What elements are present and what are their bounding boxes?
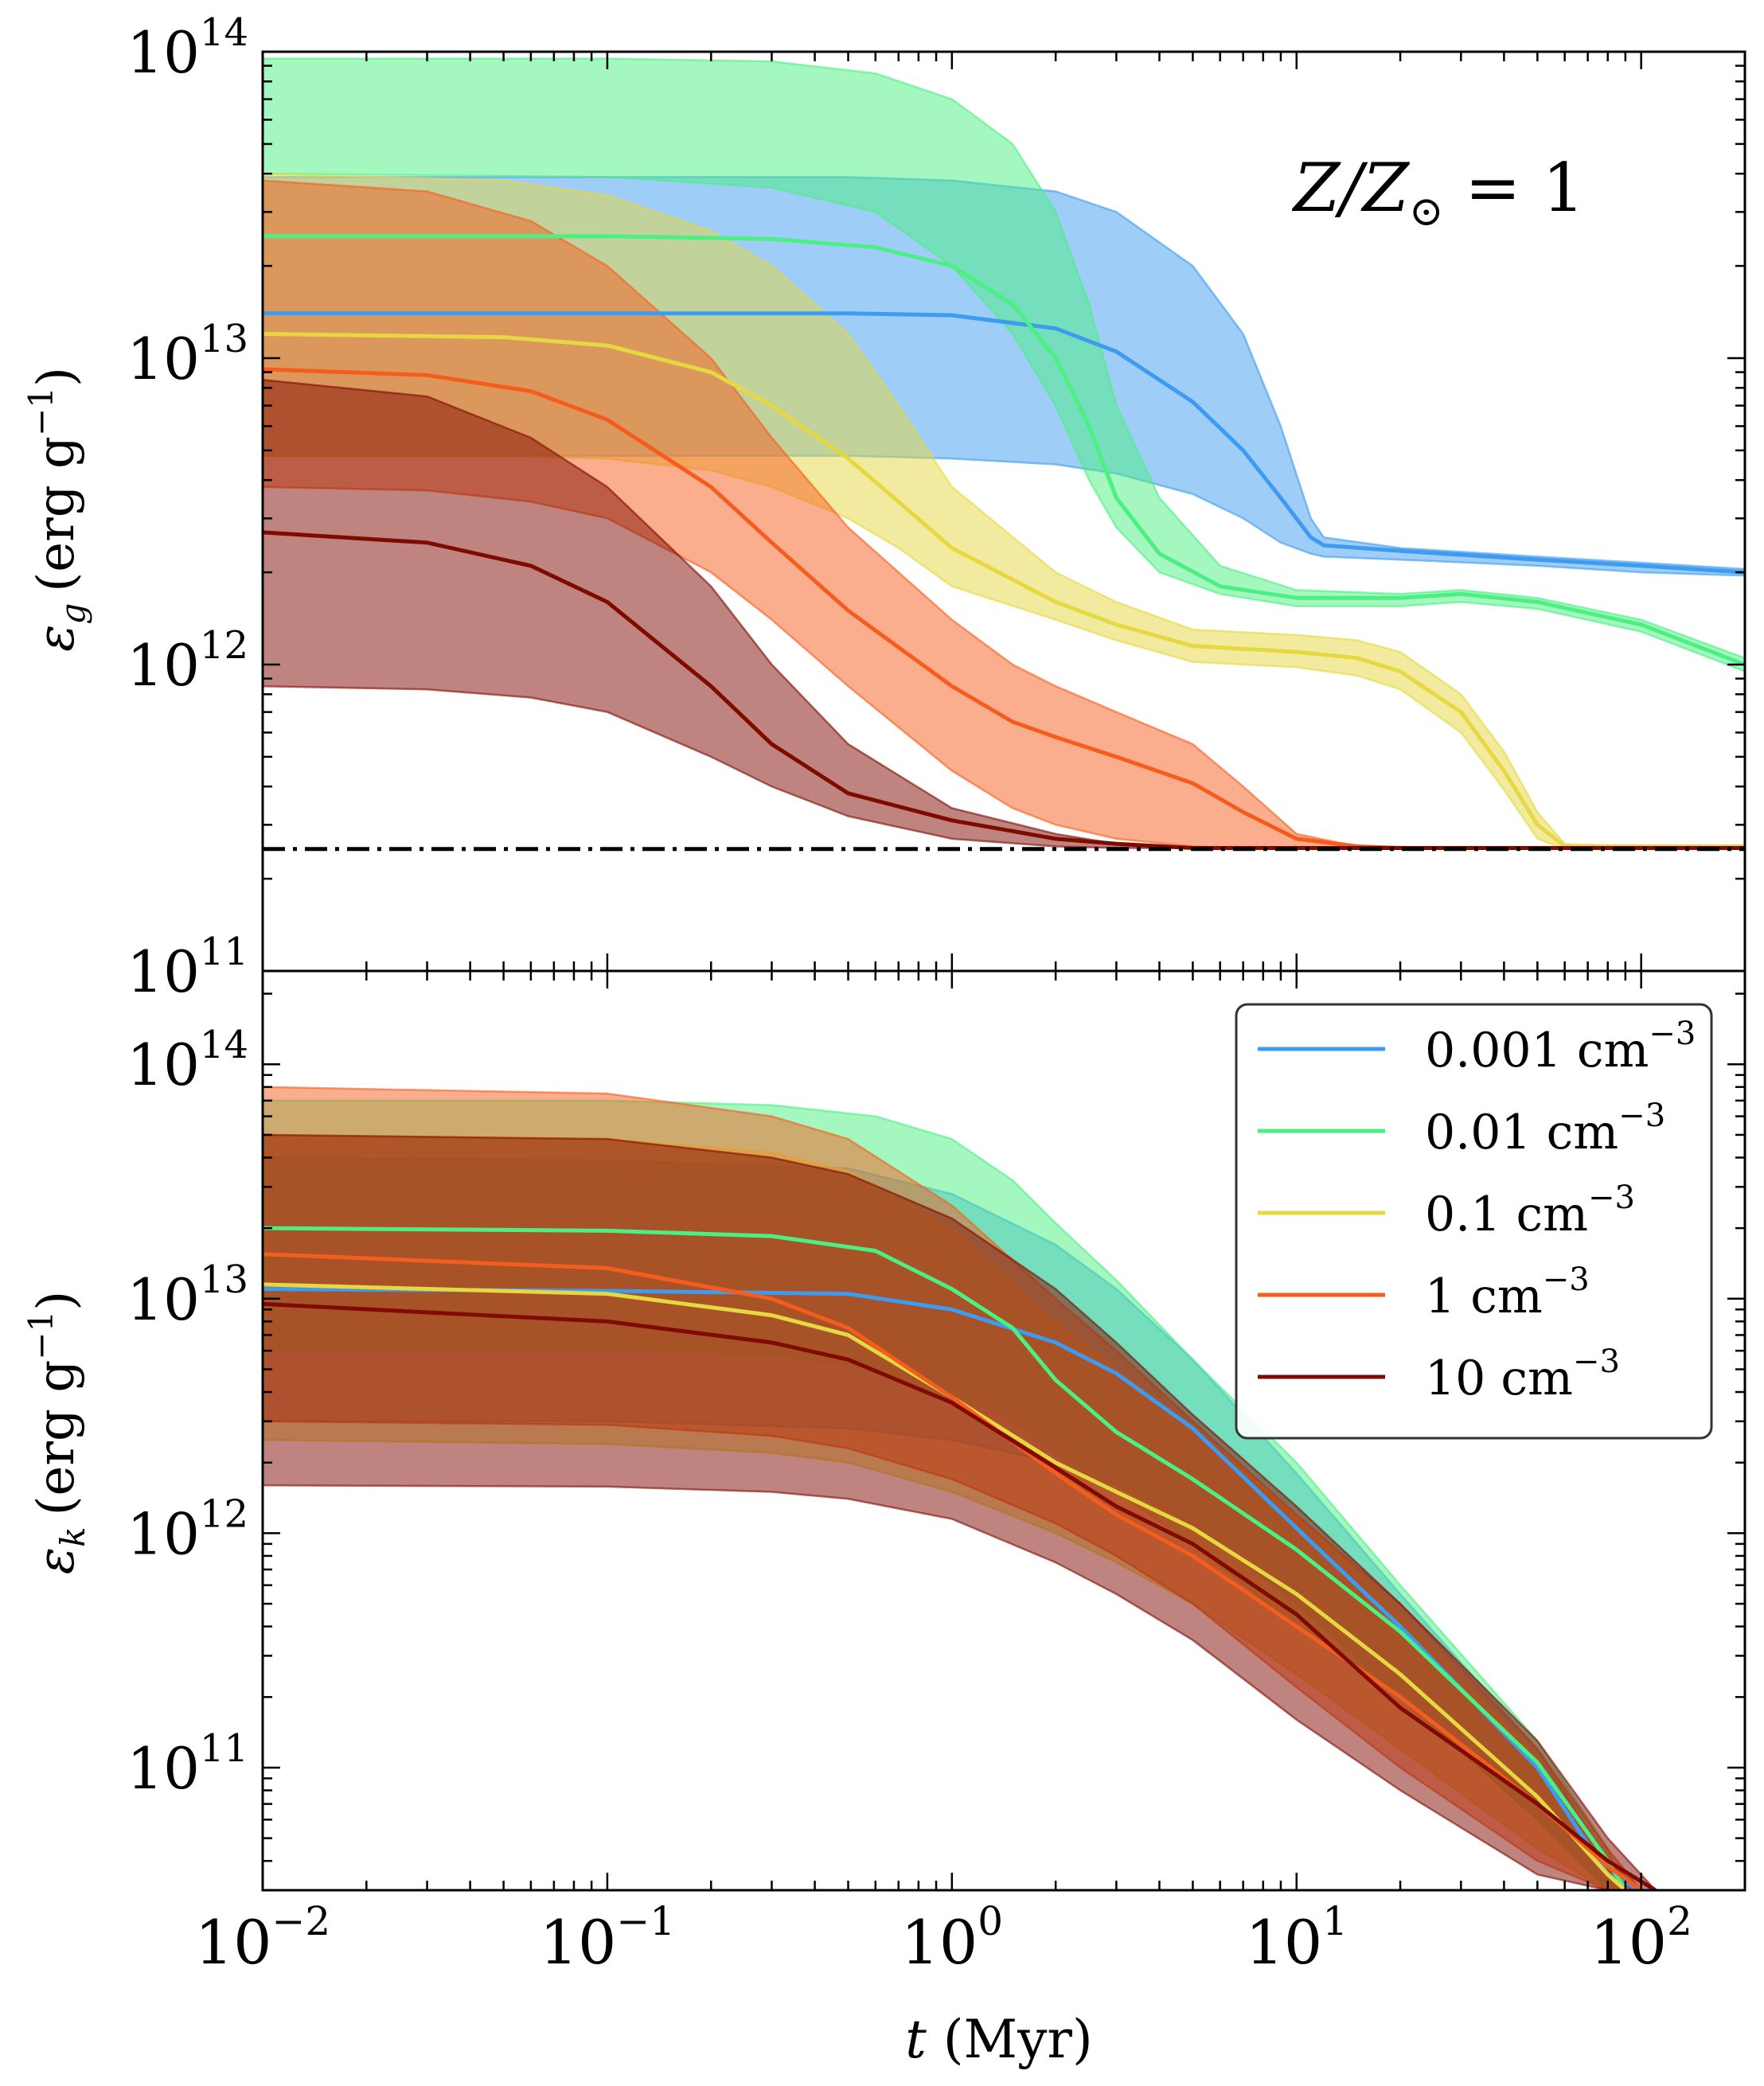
legend-label-4: 10 cm−3 [1425,1343,1620,1406]
ytick-label-bot-0: 1011 [127,1726,248,1802]
median-line-top-series-1 [263,234,1745,667]
median-line-bot-series-0 [263,1287,1642,1890]
xtick-label-2: 100 [901,1898,1004,1978]
ytick-label-top-3: 1014 [127,10,248,86]
ytick-label-top-0: 1011 [127,930,248,1005]
ytick-label-bot-2: 1013 [127,1257,248,1333]
bottom-y-axis-label: εk(erg g−1) [21,1291,92,1574]
median-line-bot-series-1 [263,1226,1628,1890]
x-axis-label: t (Myr) [905,2009,1092,2070]
legend-label-0: 0.001 cm−3 [1425,1016,1696,1078]
band-top-series-1 [263,57,1745,673]
ytick-label-top-2: 1013 [127,317,248,392]
bottom-panel: 1011 1012 1013 1014 10−2 10−1 100 101 102 εk(er… [21,969,1746,2070]
legend-label-1: 0.01 cm−3 [1425,1098,1665,1160]
legend: 0.001 cm−3 0.01 cm−3 0.1 cm−3 1 cm−3 10 cm−3 [1235,1003,1713,1440]
median-line-bot-series-4 [263,1301,1657,1890]
ytick-label-bot-3: 1014 [127,1023,248,1098]
xtick-label-3: 101 [1245,1898,1348,1978]
legend-label-3: 1 cm−3 [1425,1261,1590,1324]
xtick-label-4: 102 [1590,1898,1692,1978]
top-annotation: Z/Z⊙ = 1 [1291,149,1585,236]
median-line-top-series-0 [263,311,1745,575]
xtick-label-1: 10−1 [540,1898,675,1978]
ytick-label-bot-1: 1012 [127,1491,248,1567]
median-line-top-series-2 [263,332,1745,848]
median-line-bot-series-2 [263,1282,1627,1890]
top-panel: 1011 1012 1013 1014 Z/Z⊙ = 1 εg(erg g−1) [21,10,1746,1005]
legend-label-2: 0.1 cm−3 [1425,1179,1635,1242]
top-y-axis-label: εg(erg g−1) [21,367,92,652]
xtick-label-0: 10−2 [195,1898,330,1978]
legend-box [1235,1003,1713,1440]
ytick-label-top-1: 1012 [127,623,248,699]
